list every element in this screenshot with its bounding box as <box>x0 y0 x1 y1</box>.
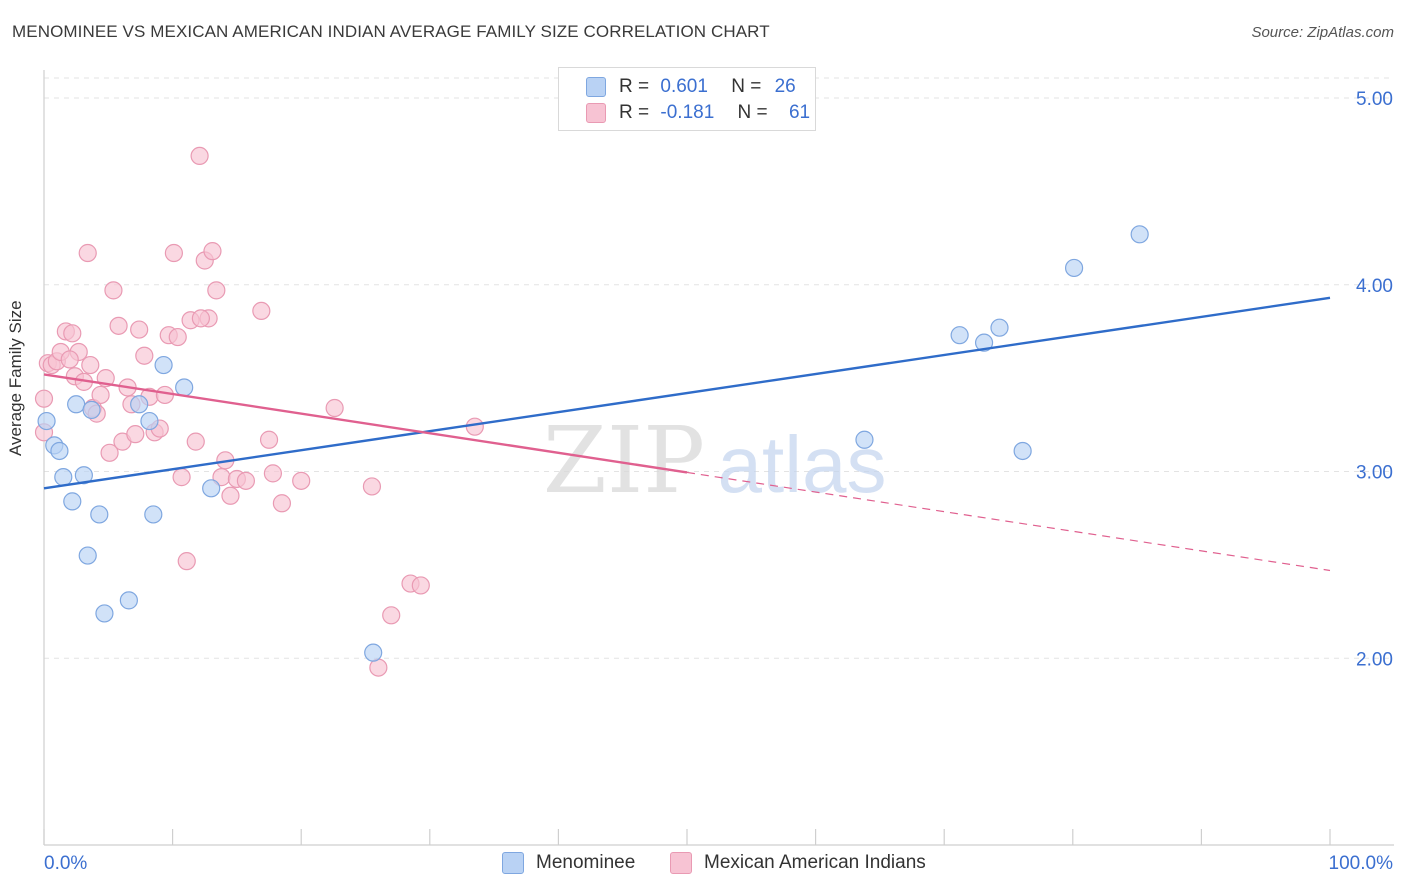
tick-labels: 2.00 3.00 4.00 5.00 0.0% 100.0% <box>44 89 1393 874</box>
data-point <box>203 242 222 261</box>
data-point <box>465 417 484 436</box>
trend-lines <box>43 296 1331 572</box>
data-point <box>325 398 344 418</box>
data-point <box>172 468 191 487</box>
data-point <box>60 350 79 369</box>
n-value: 26 <box>774 76 796 97</box>
data-point <box>109 316 128 335</box>
data-point <box>175 378 194 397</box>
data-point <box>855 430 874 449</box>
data-point <box>990 318 1009 337</box>
y-tick-label: 5.00 <box>1356 89 1393 110</box>
data-point <box>259 430 279 449</box>
data-point <box>78 243 97 263</box>
trend-line-mexican <box>43 373 688 474</box>
menominee-swatch <box>586 77 606 97</box>
watermark: ZIP atlas <box>543 407 887 514</box>
trend-line-menominee <box>43 296 1331 490</box>
source-label: Source: ZipAtlas.com <box>1251 24 1394 41</box>
data-point <box>1130 225 1149 244</box>
data-point <box>74 466 93 485</box>
mexican-swatch <box>586 103 606 123</box>
data-point <box>164 243 183 263</box>
data-point <box>168 327 187 347</box>
data-point <box>186 432 205 451</box>
chart-title: MENOMINEE VS MEXICAN AMERICAN INDIAN AVE… <box>12 22 770 41</box>
trend-line-mexican-extrapolated <box>686 471 1331 572</box>
data-point <box>263 464 283 483</box>
data-point <box>67 395 86 414</box>
data-point <box>202 479 221 498</box>
data-point <box>1013 441 1032 461</box>
data-point <box>63 324 82 343</box>
data-point <box>37 411 56 431</box>
data-point <box>252 301 271 321</box>
data-point <box>207 281 226 300</box>
r-value: 0.601 <box>660 76 708 97</box>
data-point <box>78 546 97 565</box>
data-point <box>177 552 196 571</box>
watermark-zip: ZIP <box>543 407 705 514</box>
legend-item-mexican-american-indians[interactable]: Mexican American Indians <box>670 852 926 874</box>
r-label: R = <box>619 76 650 97</box>
data-point <box>95 604 114 623</box>
data-point <box>974 333 994 352</box>
data-point <box>90 505 109 524</box>
y-tick-label: 3.00 <box>1356 463 1393 484</box>
data-point <box>1064 258 1084 278</box>
data-point <box>236 471 256 490</box>
data-point <box>126 425 145 444</box>
data-point <box>135 346 154 365</box>
r-value: -0.181 <box>660 102 715 123</box>
data-series <box>34 146 1149 677</box>
legend-label: Menominee <box>536 852 636 873</box>
r-label: R = <box>619 102 650 123</box>
data-point <box>190 146 209 166</box>
data-point <box>362 477 382 496</box>
n-label: N = <box>731 76 762 97</box>
mexican-swatch <box>670 852 692 874</box>
data-point <box>221 486 240 505</box>
data-point <box>82 400 101 419</box>
n-value: 61 <box>788 102 811 123</box>
data-point <box>144 505 163 524</box>
data-point <box>140 411 159 431</box>
data-point <box>91 385 110 405</box>
x-tick-label: 0.0% <box>44 853 87 874</box>
data-point <box>81 355 100 375</box>
axes <box>43 70 1394 846</box>
gridlines <box>44 77 1394 659</box>
data-point <box>950 326 969 345</box>
data-point <box>292 471 311 490</box>
data-point <box>364 643 383 662</box>
series-legend: Menominee Mexican American Indians <box>0 852 1406 876</box>
data-point <box>50 441 69 461</box>
n-label: N = <box>737 102 768 123</box>
data-point <box>34 389 54 408</box>
data-point <box>130 395 149 414</box>
data-point <box>130 320 149 339</box>
data-point <box>63 492 82 511</box>
data-point <box>191 309 210 328</box>
data-point <box>119 591 138 610</box>
y-tick-label: 4.00 <box>1356 276 1393 297</box>
data-point <box>154 355 173 375</box>
data-point <box>411 576 430 595</box>
legend-item-menominee[interactable]: Menominee <box>502 852 635 874</box>
data-point <box>382 606 401 625</box>
series-menominee <box>37 225 1149 662</box>
data-point <box>100 443 119 462</box>
data-point <box>272 494 292 513</box>
y-tick-label: 2.00 <box>1356 649 1393 670</box>
menominee-swatch <box>502 852 524 874</box>
stats-legend: R = 0.601 N = 26 R = -0.181 N = 61 <box>558 67 816 131</box>
series-mexican-american-indians <box>34 146 484 677</box>
data-point <box>54 468 73 487</box>
y-axis-label: Average Family Size <box>6 300 25 456</box>
legend-label: Mexican American Indians <box>704 852 926 873</box>
x-tick-label: 100.0% <box>1329 853 1394 874</box>
data-point <box>104 281 123 300</box>
